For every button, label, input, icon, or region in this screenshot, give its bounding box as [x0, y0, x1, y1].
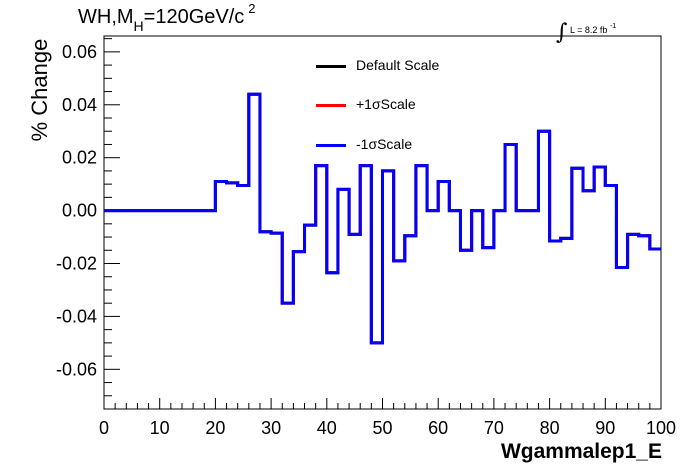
integral-sign: ∫	[556, 20, 568, 45]
y-tick-label: 0.02	[62, 148, 97, 168]
y-tick-label: -0.02	[56, 254, 97, 274]
series-line-2	[104, 92, 661, 345]
legend-label-minus1sigma: -1σScale	[356, 136, 413, 152]
x-tick-label: 40	[317, 418, 337, 438]
x-tick-label: 70	[484, 418, 504, 438]
x-axis-label: Wgammalep1_E	[500, 440, 662, 463]
x-tick-label: 20	[205, 418, 225, 438]
x-tick-label: 100	[646, 418, 676, 438]
legend-label-plus1sigma: +1σScale	[356, 96, 416, 112]
axes-group: 0 10 20 30 40 50 60 70 80 90 100 -0.06 -0.04 -0.02 0.0…	[56, 35, 676, 438]
legend-swatch-default	[316, 65, 346, 68]
legend-swatch-minus1sigma	[316, 144, 346, 147]
legend-label-default: Default Scale	[356, 57, 440, 73]
x-tick-label: 50	[372, 418, 392, 438]
x-tick-label: 80	[540, 418, 560, 438]
series-group	[104, 92, 661, 345]
x-tick-label: 10	[150, 418, 170, 438]
y-tick-label: 0.04	[62, 95, 97, 115]
x-tick-label: 90	[595, 418, 615, 438]
x-tick-label: 30	[261, 418, 281, 438]
legend-swatch-plus1sigma	[316, 104, 346, 107]
y-tick-label: 0.00	[62, 201, 97, 221]
y-tick-label: -0.06	[56, 359, 97, 379]
y-tick-label: -0.04	[56, 306, 97, 326]
chart-title: WH,MH=120GeV/c 2	[78, 1, 256, 34]
y-tick-label: 0.06	[62, 42, 97, 62]
luminosity-label: ∫ L = 8.2 fb -1	[556, 20, 617, 45]
x-tick-label: 60	[428, 418, 448, 438]
y-axis-label: % Change	[27, 38, 52, 142]
x-tick-label: 0	[99, 418, 109, 438]
